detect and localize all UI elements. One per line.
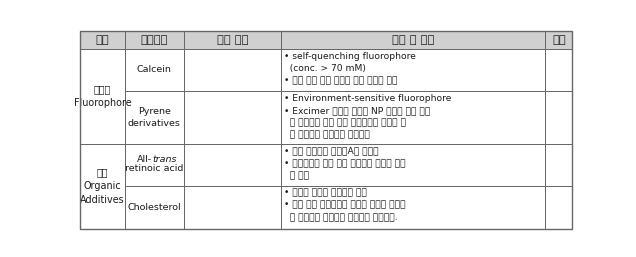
Bar (80, 49, 125, 144)
Text: 진단용
Fluorophore: 진단용 Fluorophore (74, 84, 131, 108)
Bar (184, 31, 281, 49)
Text: trans: trans (152, 155, 176, 164)
Text: Cholesterol: Cholesterol (128, 203, 181, 212)
Text: • self-quenching fluorophore
  (conc. > 70 mM)
• 고형 종양 세포 조직의 형광 진단에 사용: • self-quenching fluorophore (conc. > 70… (284, 52, 416, 85)
Text: 구분: 구분 (95, 35, 109, 45)
Bar (281, 49, 545, 91)
Bar (281, 31, 545, 49)
Bar (545, 31, 572, 49)
Text: Pyrene
derivatives: Pyrene derivatives (128, 107, 181, 128)
Bar (125, 91, 184, 144)
Text: 분자 구조: 분자 구조 (216, 35, 248, 45)
Text: 비고: 비고 (552, 35, 565, 45)
Text: 화합물명: 화합물명 (141, 35, 168, 45)
Bar (184, 144, 281, 186)
Bar (184, 49, 281, 91)
Bar (545, 49, 572, 91)
Bar (80, 31, 125, 49)
Bar (125, 31, 184, 49)
Bar (545, 144, 572, 186)
Bar (281, 144, 545, 186)
Bar (125, 186, 184, 229)
Bar (184, 91, 281, 144)
Bar (281, 186, 545, 229)
Bar (125, 144, 184, 186)
Bar (80, 144, 125, 229)
Bar (125, 49, 184, 91)
Bar (184, 186, 281, 229)
Text: • 필수 영양소인 비타민A의 산화물
• 산화비소와 함께 급성 전골수성 백혈병 치료
  에 사용: • 필수 영양소인 비타민A의 산화물 • 산화비소와 함께 급성 전골수성 백… (284, 147, 406, 180)
Bar (545, 91, 572, 144)
Text: • Environment-sensitive fluorophore
• Excimer 형성을 통하여 NP 구조에 관한 정보
  를 제공하며 매우 강: • Environment-sensitive fluorophore • Ex… (284, 94, 452, 139)
Text: Calcein: Calcein (137, 65, 172, 74)
Text: 기능 및 특성: 기능 및 특성 (392, 35, 434, 45)
Text: 기타
Organic
Additives: 기타 Organic Additives (80, 167, 125, 205)
Bar (545, 186, 572, 229)
Bar (281, 91, 545, 144)
Text: All-: All- (137, 155, 152, 164)
Text: retinoic acid: retinoic acid (125, 164, 184, 173)
Text: • 세포막 지방질 스테롤의 일종
• 매우 강한 소수성으로 인하여 고분자 마이셀
  의 수용액상 콜로이드 안정성을 증가시킴.: • 세포막 지방질 스테롤의 일종 • 매우 강한 소수성으로 인하여 고분자 … (284, 189, 406, 222)
